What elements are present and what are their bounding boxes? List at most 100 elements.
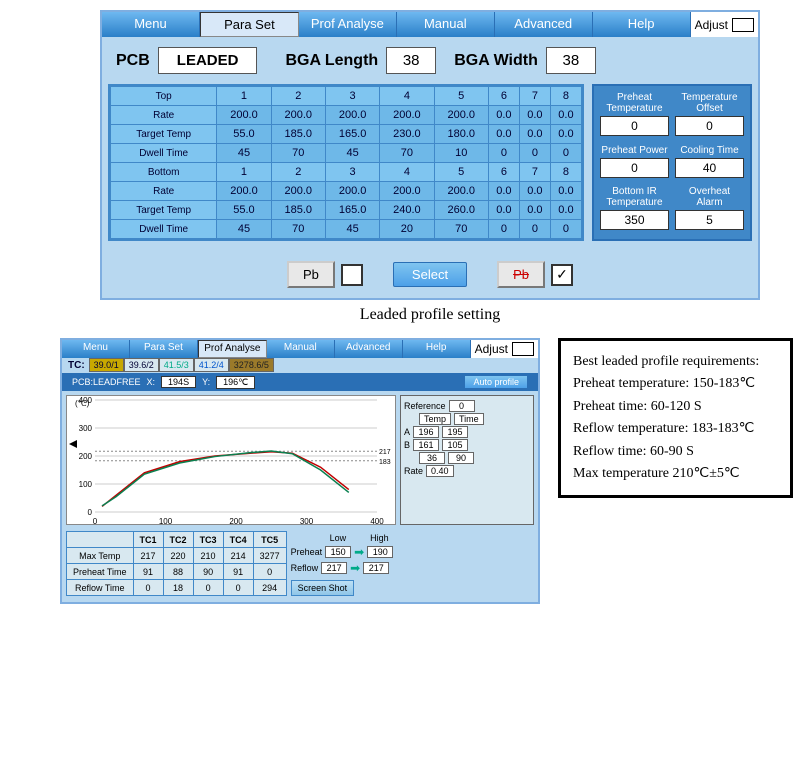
grid-cell[interactable]: 10 xyxy=(434,144,488,163)
tab-para-set[interactable]: Para Set xyxy=(130,340,198,358)
tab-bar-2: MenuPara SetProf AnalyseManualAdvancedHe… xyxy=(62,340,538,358)
side-value[interactable]: 40 xyxy=(675,158,744,178)
row-header: Target Temp xyxy=(111,201,217,220)
low-high-panel: LowHighPreheat150➡190Reflow217➡217Screen… xyxy=(291,531,534,596)
grid-cell[interactable]: 0.0 xyxy=(519,201,550,220)
grid-cell[interactable]: 200.0 xyxy=(271,182,325,201)
pcb-name: PCB:LEADFREE xyxy=(72,377,141,387)
grid-cell[interactable]: 70 xyxy=(434,220,488,239)
grid-cell[interactable]: 0 xyxy=(519,144,550,163)
tab-help[interactable]: Help xyxy=(403,340,471,358)
grid-cell[interactable]: 230.0 xyxy=(380,125,434,144)
tab-help[interactable]: Help xyxy=(593,12,691,37)
side-value[interactable]: 5 xyxy=(675,210,744,230)
tab-manual[interactable]: Manual xyxy=(267,340,335,358)
grid-cell[interactable]: 260.0 xyxy=(434,201,488,220)
grid-cell[interactable]: 0 xyxy=(550,220,581,239)
screenshot-button[interactable]: Screen Shot xyxy=(291,580,355,596)
tc-cell: 90 xyxy=(193,564,223,580)
grid-cell[interactable]: 200.0 xyxy=(325,182,379,201)
grid-cell[interactable]: 185.0 xyxy=(271,201,325,220)
grid-cell[interactable]: 0.0 xyxy=(519,125,550,144)
grid-cell[interactable]: 70 xyxy=(271,144,325,163)
tc-cell: 294 xyxy=(253,580,286,596)
tc-badge[interactable]: 3278.6/5 xyxy=(229,358,274,372)
grid-cell[interactable]: 70 xyxy=(271,220,325,239)
grid-cell[interactable]: 200.0 xyxy=(434,106,488,125)
grid-cell: 6 xyxy=(488,87,519,106)
grid-cell[interactable]: 0.0 xyxy=(519,106,550,125)
grid-cell[interactable]: 0.0 xyxy=(488,182,519,201)
grid-cell[interactable]: 45 xyxy=(217,144,271,163)
side-value[interactable]: 0 xyxy=(600,116,669,136)
pb-free-button[interactable]: Pb xyxy=(497,261,545,288)
grid-cell[interactable]: 55.0 xyxy=(217,125,271,144)
bga-width-value[interactable]: 38 xyxy=(546,47,596,74)
grid-cell[interactable]: 0.0 xyxy=(550,106,581,125)
grid-cell[interactable]: 45 xyxy=(325,144,379,163)
ref-value[interactable]: 0 xyxy=(449,400,475,412)
bga-length-value[interactable]: 38 xyxy=(386,47,436,74)
row-header: Rate xyxy=(111,106,217,125)
grid-cell[interactable]: 55.0 xyxy=(217,201,271,220)
tab-advanced[interactable]: Advanced xyxy=(495,12,593,37)
auto-profile-button[interactable]: Auto profile xyxy=(464,375,528,389)
grid-cell[interactable]: 180.0 xyxy=(434,125,488,144)
grid-cell[interactable]: 200.0 xyxy=(434,182,488,201)
grid-cell[interactable]: 0.0 xyxy=(488,125,519,144)
grid-cell[interactable]: 0.0 xyxy=(550,182,581,201)
grid-cell[interactable]: 0 xyxy=(488,220,519,239)
grid-cell[interactable]: 0.0 xyxy=(519,182,550,201)
tc-badge[interactable]: 39.0/1 xyxy=(89,358,124,372)
grid-cell[interactable]: 20 xyxy=(380,220,434,239)
grid-cell[interactable]: 0 xyxy=(519,220,550,239)
grid-cell[interactable]: 165.0 xyxy=(325,125,379,144)
tc-cell: 3277 xyxy=(253,548,286,564)
grid-cell[interactable]: 165.0 xyxy=(325,201,379,220)
grid-cell[interactable]: 200.0 xyxy=(325,106,379,125)
grid-cell[interactable]: 0.0 xyxy=(488,201,519,220)
tab-prof-analyse[interactable]: Prof Analyse xyxy=(198,340,267,358)
grid-cell[interactable]: 240.0 xyxy=(380,201,434,220)
tab-para-set[interactable]: Para Set xyxy=(200,12,299,37)
grid-cell[interactable]: 0.0 xyxy=(550,201,581,220)
pb-free-check[interactable]: ✓ xyxy=(551,264,573,286)
tab-menu[interactable]: Menu xyxy=(102,12,200,37)
grid-cell[interactable]: 70 xyxy=(380,144,434,163)
tab-advanced[interactable]: Advanced xyxy=(335,340,403,358)
pcb-value[interactable]: LEADED xyxy=(158,47,258,74)
grid-cell: 2 xyxy=(271,87,325,106)
adjust-control[interactable]: Adjust xyxy=(691,12,758,37)
side-value[interactable]: 0 xyxy=(675,116,744,136)
grid-cell[interactable]: 200.0 xyxy=(380,182,434,201)
grid-cell[interactable]: 200.0 xyxy=(217,182,271,201)
tc-badge[interactable]: 39.6/2 xyxy=(124,358,159,372)
svg-text:100: 100 xyxy=(159,517,173,524)
grid-cell[interactable]: 200.0 xyxy=(380,106,434,125)
svg-text:(℃): (℃) xyxy=(75,399,90,408)
req-line: Max temperature 210℃±5℃ xyxy=(573,463,778,485)
grid-cell[interactable]: 0.0 xyxy=(488,106,519,125)
grid-cell[interactable]: 45 xyxy=(217,220,271,239)
side-value[interactable]: 0 xyxy=(600,158,669,178)
grid-cell[interactable]: 45 xyxy=(325,220,379,239)
tc-badge[interactable]: 41.5/3 xyxy=(159,358,194,372)
adjust-control[interactable]: Adjust xyxy=(471,340,538,358)
pb-button[interactable]: Pb xyxy=(287,261,335,288)
side-value[interactable]: 350 xyxy=(600,210,669,230)
tab-prof-analyse[interactable]: Prof Analyse xyxy=(299,12,397,37)
tc-cell: 0 xyxy=(223,580,253,596)
svg-text:200: 200 xyxy=(229,517,243,524)
svg-text:0: 0 xyxy=(93,517,98,524)
select-button[interactable]: Select xyxy=(393,262,467,287)
grid-cell[interactable]: 0 xyxy=(550,144,581,163)
grid-cell[interactable]: 200.0 xyxy=(271,106,325,125)
tc-badge[interactable]: 41.2/4 xyxy=(194,358,229,372)
grid-cell[interactable]: 185.0 xyxy=(271,125,325,144)
grid-cell[interactable]: 0.0 xyxy=(550,125,581,144)
tab-menu[interactable]: Menu xyxy=(62,340,130,358)
grid-cell[interactable]: 200.0 xyxy=(217,106,271,125)
svg-text:300: 300 xyxy=(300,517,314,524)
tab-manual[interactable]: Manual xyxy=(397,12,495,37)
grid-cell[interactable]: 0 xyxy=(488,144,519,163)
